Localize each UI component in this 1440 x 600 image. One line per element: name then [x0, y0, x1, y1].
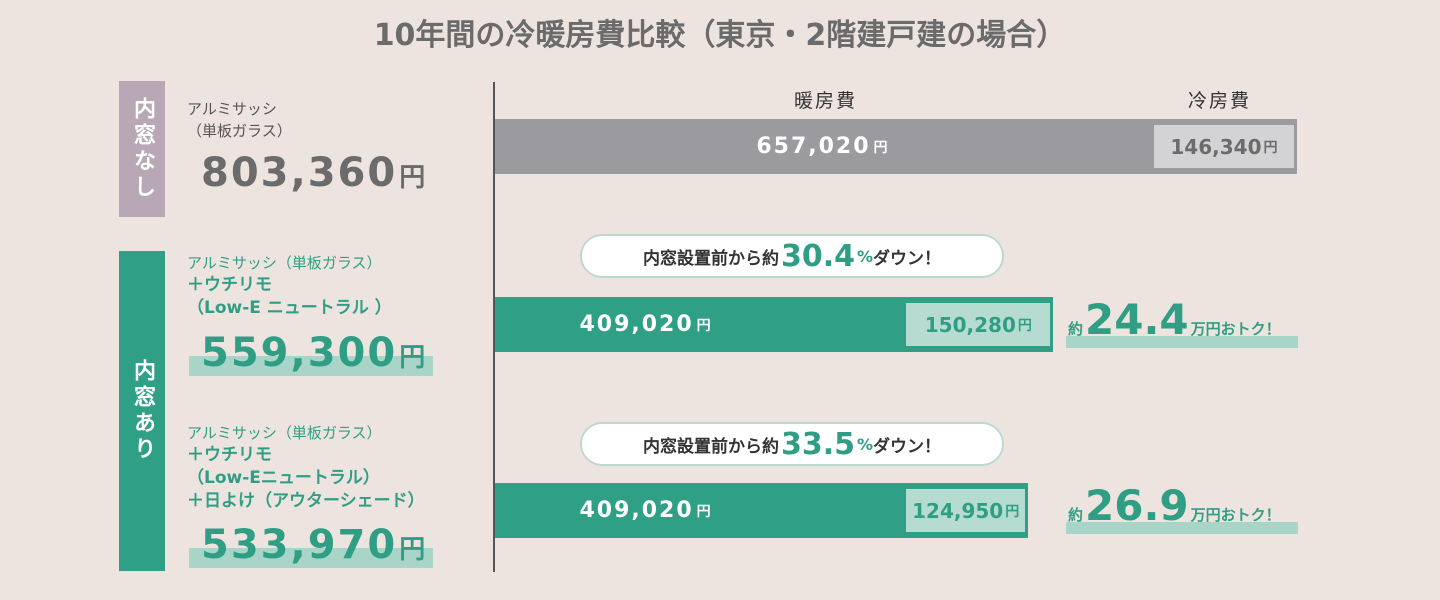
saving-suffix-row-2: 万円おトク！ [1190, 506, 1281, 524]
column-header-cooling: 冷房費 [1188, 90, 1252, 112]
cooling-bar-row-0: 146,340 円 [1150, 119, 1297, 174]
row-0-description: アルミサッシ （単板ガラス） [187, 98, 292, 142]
row-1-total: 559,300円 [201, 330, 427, 376]
row-2-total-value: 533,970 [201, 522, 398, 568]
reduction-callout-row-1: 内窓設置前から約 30.4% ダウン！ [580, 234, 1004, 278]
row-1-total-value: 559,300 [201, 330, 398, 376]
row-2-line-1: アルミサッシ（単板ガラス） [187, 424, 382, 442]
heating-bar-label-row-1: 409,020 円 [495, 297, 797, 352]
heating-value-row-1: 409,020 [579, 312, 694, 337]
cooling-value-row-2: 124,950 [912, 498, 1004, 523]
cooling-value-row-1: 150,280 [924, 312, 1016, 337]
heating-bar-label-row-2: 409,020 円 [495, 483, 797, 538]
reduction-callout-row-2: 内窓設置前から約 33.5% ダウン！ [580, 422, 1004, 466]
heating-bar-row-2: 409,020 円 [495, 483, 904, 538]
saving-highlight-row-2 [1066, 522, 1298, 534]
row-2-total-yen: 円 [399, 535, 428, 565]
row-2-description: アルミサッシ（単板ガラス） ＋ウチリモ （Low-Eニュートラル） ＋日よけ（ア… [187, 422, 425, 513]
reduction-percent-row-1: 30.4 [780, 238, 855, 274]
row-1-description: アルミサッシ（単板ガラス） ＋ウチリモ （Low-E ニュートラル ） [187, 252, 392, 320]
saving-text-row-2: 約26.9 万円おトク！ [1068, 481, 1281, 530]
row-1-total-highlight [189, 356, 433, 376]
heating-yen-row-0: 円 [873, 139, 890, 156]
cooling-yen-row-1: 円 [1017, 317, 1032, 334]
heating-value-row-0: 657,020 [756, 134, 871, 159]
cooling-bar-row-2: 124,950 円 [903, 483, 1029, 538]
heating-bar-row-0: 657,020 円 [495, 119, 1151, 174]
saving-text-row-1: 約24.4 万円おトク！ [1068, 295, 1281, 344]
saving-value-row-1: 24.4 [1085, 295, 1189, 344]
heating-bar-row-1: 409,020 円 [495, 297, 904, 352]
saving-callout-row-1: 約24.4 万円おトク！ [1066, 292, 1298, 348]
reduction-prefix-row-2: 内窓設置前から約 [642, 436, 779, 457]
row-1-line-2: ＋ウチリモ [187, 275, 272, 295]
cooling-bar-label-row-2: 124,950 円 [906, 489, 1026, 532]
row-2-total: 533,970円 [201, 522, 427, 568]
saving-prefix-row-2: 約 [1068, 506, 1084, 524]
row-2-line-2: ＋ウチリモ [187, 445, 272, 465]
saving-suffix-row-1: 万円おトク！ [1190, 320, 1281, 338]
row-1-total-yen: 円 [399, 343, 428, 373]
row-1-total-block: 559,300円 [189, 330, 433, 376]
row-1-line-3: （Low-E ニュートラル ） [187, 298, 392, 318]
saving-highlight-row-1 [1066, 336, 1298, 348]
cooling-yen-row-2: 円 [1005, 503, 1020, 520]
heating-yen-row-2: 円 [696, 503, 713, 520]
cooling-bar-label-row-1: 150,280 円 [906, 303, 1051, 346]
heating-yen-row-1: 円 [696, 317, 713, 334]
row-2-total-block: 533,970円 [189, 522, 433, 568]
row-1-line-1: アルミサッシ（単板ガラス） [187, 254, 382, 272]
row-0-total-yen: 円 [399, 163, 428, 193]
cooling-bar-row-1: 150,280 円 [903, 297, 1054, 352]
reduction-suffix-row-1: ダウン！ [873, 248, 942, 269]
reduction-symbol-row-2: % [857, 434, 874, 454]
saving-value-row-2: 26.9 [1085, 481, 1189, 530]
row-2-total-highlight [189, 548, 433, 568]
row-2-line-3: （Low-Eニュートラル） [187, 468, 380, 488]
cooling-value-row-0: 146,340 [1170, 134, 1262, 159]
chart-title: 10年間の冷暖房費比較（東京・2階建戸建の場合） [373, 18, 1067, 53]
saving-prefix-row-1: 約 [1068, 320, 1084, 338]
row-2-line-4: ＋日よけ（アウターシェード） [187, 491, 425, 511]
saving-callout-row-2: 約26.9 万円おトク！ [1066, 478, 1298, 534]
cooling-yen-row-0: 円 [1263, 139, 1278, 156]
reduction-prefix-row-1: 内窓設置前から約 [642, 248, 779, 269]
reduction-symbol-row-1: % [857, 246, 874, 266]
axis-divider [493, 82, 495, 572]
reduction-percent-row-2: 33.5 [780, 426, 855, 462]
row-0-line-1: アルミサッシ [187, 100, 277, 118]
row-0-line-2: （単板ガラス） [187, 122, 292, 140]
row-0-total: 803,360円 [201, 150, 427, 196]
cooling-bar-label-row-0: 146,340 円 [1153, 125, 1294, 168]
reduction-suffix-row-2: ダウン！ [873, 436, 942, 457]
group-tag-with-inner-window: 内窓あり [119, 251, 165, 571]
heating-bar-label-row-0: 657,020 円 [495, 119, 1151, 174]
heating-value-row-2: 409,020 [579, 498, 694, 523]
row-0-total-value: 803,360 [201, 150, 398, 196]
row-0-total-block: 803,360円 [189, 150, 433, 196]
column-header-heating: 暖房費 [794, 90, 858, 112]
group-tag-without-inner-window: 内窓なし [119, 81, 165, 217]
